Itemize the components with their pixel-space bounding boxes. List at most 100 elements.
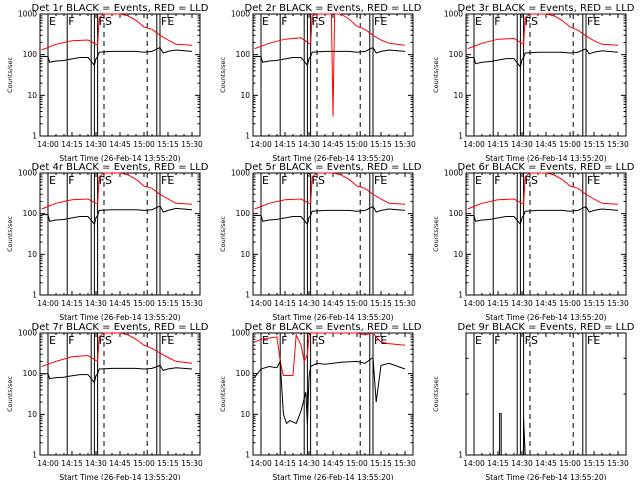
x-tick-label: 15:15 xyxy=(370,140,392,149)
x-tick-label: 14:30 xyxy=(511,299,533,308)
plot-frame xyxy=(39,13,201,137)
x-tick-label: 14:15 xyxy=(61,299,83,308)
lld-series-line xyxy=(467,13,619,50)
y-tick-label: 1 xyxy=(245,291,250,300)
chart-title: Det 2r BLACK = Events, RED = LLD xyxy=(245,3,422,14)
event-marker-label: FE xyxy=(374,334,387,347)
event-marker-label: FE xyxy=(374,15,387,28)
plot-frame xyxy=(465,172,627,296)
y-tick-label: 10 xyxy=(240,250,250,259)
x-tick-label: 14:45 xyxy=(535,140,557,149)
y-tick-label: 1 xyxy=(32,132,37,141)
event-marker-label: FE xyxy=(587,174,600,187)
chart-title: Det 7r BLACK = Events, RED = LLD xyxy=(32,322,209,333)
chart-title: Det 8r BLACK = Events, RED = LLD xyxy=(245,322,422,333)
events-series-line xyxy=(499,413,526,456)
y-axis-label: Counts/sec xyxy=(432,57,440,93)
lld-series-line xyxy=(467,172,619,210)
y-tick-label: 1 xyxy=(245,132,250,141)
x-tick-label: 14:45 xyxy=(322,459,344,468)
x-axis-label: Start Time (26-Feb-14 13:55:20) xyxy=(485,154,606,163)
event-marker-label: E xyxy=(475,15,482,28)
x-tick-label: 14:45 xyxy=(535,299,557,308)
y-tick-label: 100 xyxy=(236,209,251,218)
y-axis-label: Counts/sec xyxy=(219,376,227,412)
x-tick-label: 14:45 xyxy=(322,299,344,308)
x-tick-label: 15:15 xyxy=(157,459,179,468)
chart-title: Det 1r BLACK = Events, RED = LLD xyxy=(32,3,209,14)
event-marker-label: F xyxy=(312,174,318,187)
y-tick-label: 100 xyxy=(23,209,38,218)
x-tick-label: 14:00 xyxy=(37,459,59,468)
chart-panel: Det 8r BLACK = Events, RED = LLD Counts/s… xyxy=(219,322,422,482)
x-axis-label: Start Time (26-Feb-14 13:55:20) xyxy=(59,313,180,322)
chart-panel: Det 7r BLACK = Events, RED = LLD Counts/s… xyxy=(6,322,209,482)
chart-panel: Det 6r BLACK = Events, RED = LLD Counts/s… xyxy=(432,162,635,322)
x-tick-label: 14:00 xyxy=(37,140,59,149)
x-axis-label: Start Time (26-Feb-14 13:55:20) xyxy=(272,313,393,322)
plot-frame xyxy=(252,172,414,296)
lld-series-line xyxy=(41,13,193,51)
x-tick-label: 15:15 xyxy=(583,299,605,308)
x-tick-label: 15:00 xyxy=(133,299,155,308)
y-tick-label: 10 xyxy=(453,250,463,259)
event-marker-label: S xyxy=(318,15,325,28)
x-tick-label: 15:30 xyxy=(607,140,629,149)
y-tick-label: 100 xyxy=(449,209,464,218)
x-tick-label: 14:45 xyxy=(109,459,131,468)
x-tick-label: 15:30 xyxy=(394,459,416,468)
x-tick-label: 15:00 xyxy=(346,299,368,308)
event-marker-label: S xyxy=(105,174,112,187)
x-tick-label: 15:30 xyxy=(181,459,203,468)
x-tick-label: 14:45 xyxy=(109,140,131,149)
y-tick-label: 10 xyxy=(27,410,37,419)
events-series-line xyxy=(254,205,406,226)
event-marker-label: FE xyxy=(161,15,174,28)
plot-frame xyxy=(465,13,627,137)
x-tick-label: 14:00 xyxy=(463,459,485,468)
events-series-line xyxy=(254,46,406,67)
x-tick-label: 15:15 xyxy=(157,299,179,308)
x-tick-label: 15:00 xyxy=(133,140,155,149)
chart-panel: Det 5r BLACK = Events, RED = LLD Counts/s… xyxy=(219,162,422,322)
event-marker-label: F xyxy=(99,174,105,187)
y-tick-label: 1 xyxy=(458,451,463,460)
y-tick-label: 1 xyxy=(458,291,463,300)
y-tick-label: 1000 xyxy=(18,329,37,338)
x-tick-label: 15:15 xyxy=(370,299,392,308)
event-marker-label: FE xyxy=(161,334,174,347)
x-tick-label: 14:45 xyxy=(322,140,344,149)
x-axis-label: Start Time (26-Feb-14 13:55:20) xyxy=(485,473,606,480)
y-axis-label: Counts/sec xyxy=(432,376,440,412)
plot-frame xyxy=(465,332,627,456)
x-tick-label: 14:00 xyxy=(37,299,59,308)
x-tick-label: 15:00 xyxy=(346,140,368,149)
x-tick-label: 14:30 xyxy=(298,140,320,149)
y-axis-label: Counts/sec xyxy=(6,376,14,412)
y-tick-label: 100 xyxy=(236,369,251,378)
event-marker-label: FE xyxy=(374,174,387,187)
y-tick-label: 100 xyxy=(449,50,464,59)
y-tick-label: 10 xyxy=(27,91,37,100)
y-tick-label: 1 xyxy=(458,132,463,141)
event-marker-label: E xyxy=(475,334,482,347)
lld-series-line xyxy=(41,172,193,210)
events-series-line xyxy=(467,205,619,226)
x-tick-label: 14:45 xyxy=(109,299,131,308)
x-tick-label: 14:15 xyxy=(61,140,83,149)
y-tick-label: 10 xyxy=(240,91,250,100)
x-tick-label: 15:00 xyxy=(133,459,155,468)
events-series-line xyxy=(41,364,193,384)
y-tick-label: 1000 xyxy=(231,169,250,178)
x-tick-label: 15:30 xyxy=(394,299,416,308)
lld-series-line xyxy=(254,332,406,376)
chart-panel: Det 2r BLACK = Events, RED = LLD Counts/s… xyxy=(219,3,422,163)
chart-title: Det 4r BLACK = Events, RED = LLD xyxy=(32,162,209,173)
y-tick-label: 1000 xyxy=(444,10,463,19)
event-marker-label: S xyxy=(318,334,325,347)
event-marker-label: S xyxy=(531,334,538,347)
chart-panel: Det 4r BLACK = Events, RED = LLD Counts/s… xyxy=(6,162,209,322)
y-axis-label: Counts/sec xyxy=(6,57,14,93)
